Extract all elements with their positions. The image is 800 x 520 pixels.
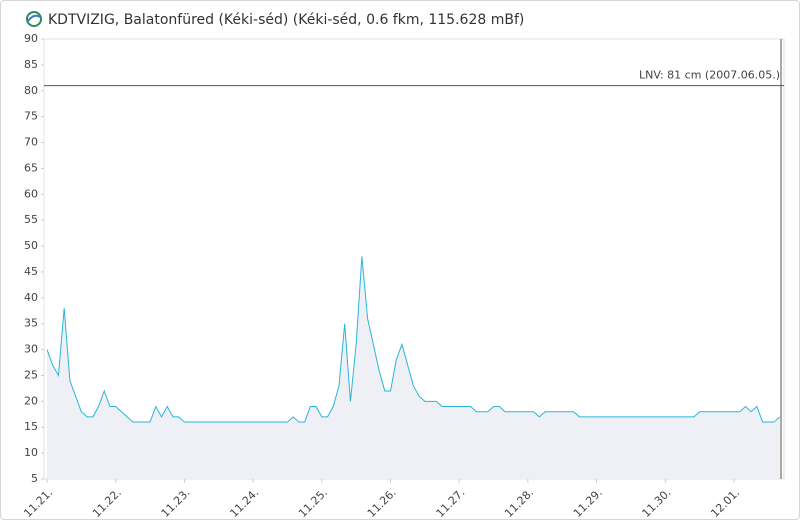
area <box>47 256 780 479</box>
x-tick-label: 12.01. <box>708 486 742 520</box>
reference-label: LNV: 81 cm (2007.06.05.) <box>639 69 780 82</box>
y-tick-label: 65 <box>24 161 38 174</box>
y-tick-label: 80 <box>24 84 38 97</box>
x-tick-label: 11.27. <box>434 486 468 520</box>
y-tick-label: 25 <box>24 368 38 381</box>
x-tick-label: 11.30. <box>640 486 674 520</box>
x-tick-label: 11.22. <box>90 486 124 520</box>
y-tick-label: 50 <box>24 239 38 252</box>
y-tick-label: 75 <box>24 110 38 123</box>
x-tick-label: 11.24. <box>227 486 261 520</box>
y-tick-label: 5 <box>31 472 38 485</box>
x-tick-label: 11.26. <box>365 486 399 520</box>
y-tick-label: 20 <box>24 394 38 407</box>
x-tick-label: 11.21. <box>21 486 55 520</box>
x-tick-label: 11.28. <box>502 486 536 520</box>
y-tick-label: 30 <box>24 343 38 356</box>
y-tick-label: 45 <box>24 265 38 278</box>
y-tick-label: 85 <box>24 58 38 71</box>
x-tick-label: 11.29. <box>571 486 605 520</box>
x-tick-label: 11.23. <box>159 486 193 520</box>
x-tick-label: 11.25. <box>296 486 330 520</box>
y-tick-label: 60 <box>24 187 38 200</box>
y-tick-label: 55 <box>24 213 38 226</box>
y-tick-label: 90 <box>24 32 38 45</box>
chart-title: KDTVIZIG, Balatonfüred (Kéki-séd) (Kéki-… <box>48 12 524 28</box>
y-tick-label: 70 <box>24 136 38 149</box>
y-tick-label: 40 <box>24 291 38 304</box>
line <box>46 256 781 423</box>
y-tick-label: 15 <box>24 420 38 433</box>
y-tick-label: 10 <box>24 446 38 459</box>
y-tick-label: 35 <box>24 317 38 330</box>
logo-icon <box>26 11 42 27</box>
